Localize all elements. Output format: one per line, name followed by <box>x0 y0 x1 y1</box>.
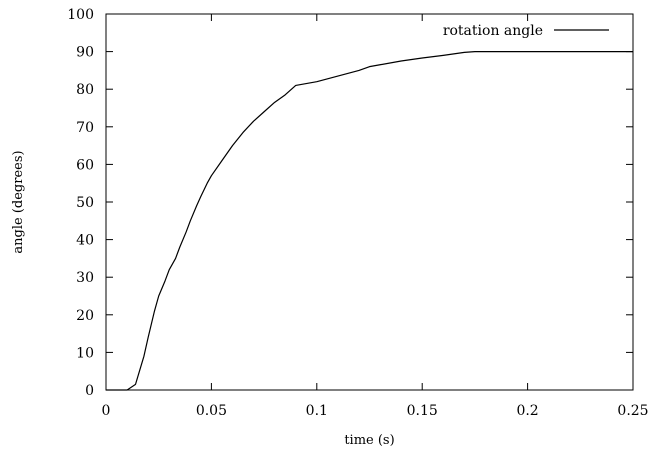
plot-frame <box>105 13 634 391</box>
x-tick-label: 0 <box>102 403 111 419</box>
x-tick-label: 0.25 <box>617 403 648 419</box>
x-axis-label: time (s) <box>344 433 394 448</box>
y-tick-label: 80 <box>76 82 94 98</box>
y-tick-label: 0 <box>85 383 94 399</box>
y-tick-label: 90 <box>76 45 94 61</box>
y-axis-label: angle (degrees) <box>11 150 26 253</box>
x-axis-ticks: 0 0.05 0.1 0.15 0.2 0.25 <box>102 14 649 419</box>
x-tick-label: 0.2 <box>516 403 538 419</box>
x-tick-label: 0.1 <box>306 403 328 419</box>
y-tick-label: 50 <box>76 195 94 211</box>
y-tick-label: 100 <box>67 7 94 23</box>
y-axis-ticks: 0 10 20 30 40 50 60 70 80 90 100 <box>67 7 633 399</box>
y-tick-label: 60 <box>76 157 94 173</box>
series-line-rotation-angle <box>106 50 633 391</box>
y-tick-label: 70 <box>76 120 94 136</box>
x-tick-label: 0.05 <box>196 403 227 419</box>
y-tick-label: 40 <box>76 233 94 249</box>
x-tick-label: 0.15 <box>407 403 438 419</box>
legend-label: rotation angle <box>443 23 543 39</box>
legend: rotation angle <box>443 23 609 39</box>
y-tick-label: 30 <box>76 270 94 286</box>
y-tick-label: 10 <box>76 345 94 361</box>
series-layer <box>106 50 633 391</box>
y-tick-label: 20 <box>76 308 94 324</box>
